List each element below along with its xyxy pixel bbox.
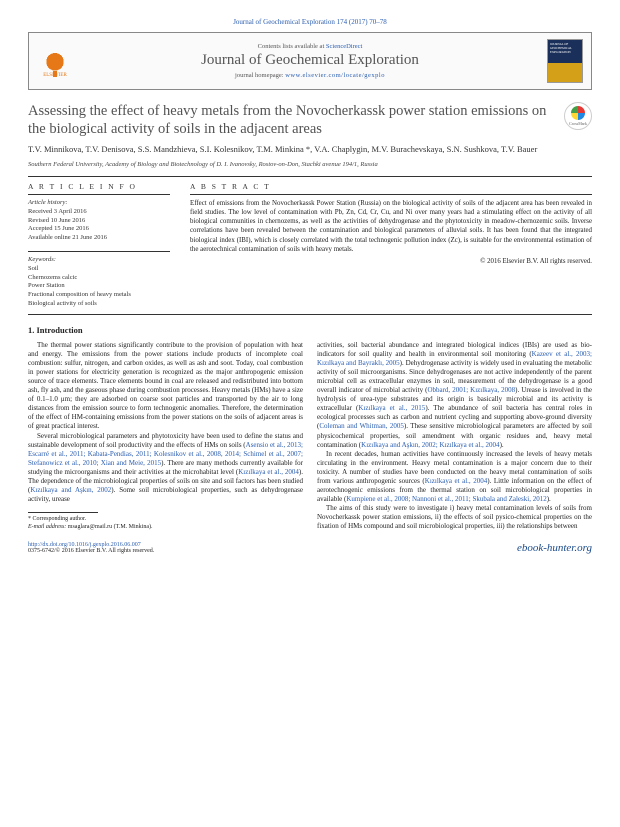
site-watermark: ebook-hunter.org <box>517 542 592 554</box>
history-label: Article history: <box>28 199 170 208</box>
abstract-label: A B S T R A C T <box>190 182 592 195</box>
issn-line: 0375-6742/© 2016 Elsevier B.V. All right… <box>28 548 154 554</box>
citation-link[interactable]: Kızılkaya and Aşkın, 2002 <box>30 486 111 494</box>
citation-link[interactable]: Kızılkaya and Aşkın, 2002; Kızılkaya et … <box>361 441 499 449</box>
history-accepted: Accepted 15 June 2016 <box>28 225 170 234</box>
history-received: Received 3 April 2016 <box>28 208 170 217</box>
elsevier-logo: ELSEVIER <box>37 40 73 82</box>
email-link[interactable]: msaglara@mail.ru <box>68 524 112 530</box>
keyword: Biological activity of soils <box>28 300 170 309</box>
history-revised: Revised 10 June 2016 <box>28 217 170 226</box>
homepage-link[interactable]: www.elsevier.com/locate/gexplo <box>285 72 385 79</box>
journal-cover-thumbnail: JOURNAL OF GEOCHEMICAL EXPLORATION <box>547 39 583 83</box>
section-heading-intro: 1. Introduction <box>28 325 592 335</box>
keyword: Soil <box>28 265 170 274</box>
body-paragraph: activities, soil bacterial abundance and… <box>317 341 592 450</box>
contents-line: Contents lists available at ScienceDirec… <box>81 43 539 50</box>
keywords-label: Keywords: <box>28 256 170 265</box>
body-paragraph: The thermal power stations significantly… <box>28 341 303 432</box>
corresponding-author-note: * Corresponding author. <box>28 516 303 524</box>
doi-link[interactable]: http://dx.doi.org/10.1016/j.gexplo.2016.… <box>28 542 141 548</box>
footnote-separator <box>28 512 98 513</box>
article-info-label: A R T I C L E I N F O <box>28 182 170 195</box>
journal-reference: Journal of Geochemical Exploration 174 (… <box>28 18 592 26</box>
keyword: Chernozems calcic <box>28 274 170 283</box>
crossmark-badge[interactable]: CrossMark <box>564 102 592 130</box>
citation-link[interactable]: Obbard, 2001; Kızılkaya, 2008 <box>427 386 515 394</box>
email-note: E-mail address: msaglara@mail.ru (T.M. M… <box>28 524 303 532</box>
journal-name: Journal of Geochemical Exploration <box>81 52 539 69</box>
affiliation: Southern Federal University, Academy of … <box>28 161 592 168</box>
journal-ref-link[interactable]: Journal of Geochemical Exploration 174 (… <box>233 18 387 26</box>
abstract-text: Effect of emissions from the Novocherkas… <box>190 199 592 254</box>
body-paragraph: Several microbiological parameters and p… <box>28 432 303 505</box>
citation-link[interactable]: Coleman and Whitman, 2005 <box>319 422 404 430</box>
homepage-line: journal homepage: www.elsevier.com/locat… <box>81 72 539 79</box>
copyright-line: © 2016 Elsevier B.V. All rights reserved… <box>190 258 592 265</box>
article-title: Assessing the effect of heavy metals fro… <box>28 102 554 138</box>
citation-link[interactable]: Kumpiene et al., 2008; Nannoni et al., 2… <box>346 495 546 503</box>
citation-link[interactable]: Kızılkaya et al., 2004 <box>238 468 299 476</box>
author-list: T.V. Minnikova, T.V. Denisova, S.S. Mand… <box>28 144 592 156</box>
keyword: Fractional composition of heavy metals <box>28 291 170 300</box>
journal-header: ELSEVIER Contents lists available at Sci… <box>28 32 592 90</box>
body-paragraph: The aims of this study were to investiga… <box>317 504 592 531</box>
history-online: Available online 21 June 2016 <box>28 234 170 243</box>
citation-link[interactable]: Kızılkaya et al., 2004 <box>425 477 487 485</box>
citation-link[interactable]: Kızılkaya et al., 2015 <box>358 404 425 412</box>
keyword: Power Station <box>28 282 170 291</box>
sciencedirect-link[interactable]: ScienceDirect <box>326 43 362 50</box>
body-paragraph: In recent decades, human activities have… <box>317 450 592 505</box>
